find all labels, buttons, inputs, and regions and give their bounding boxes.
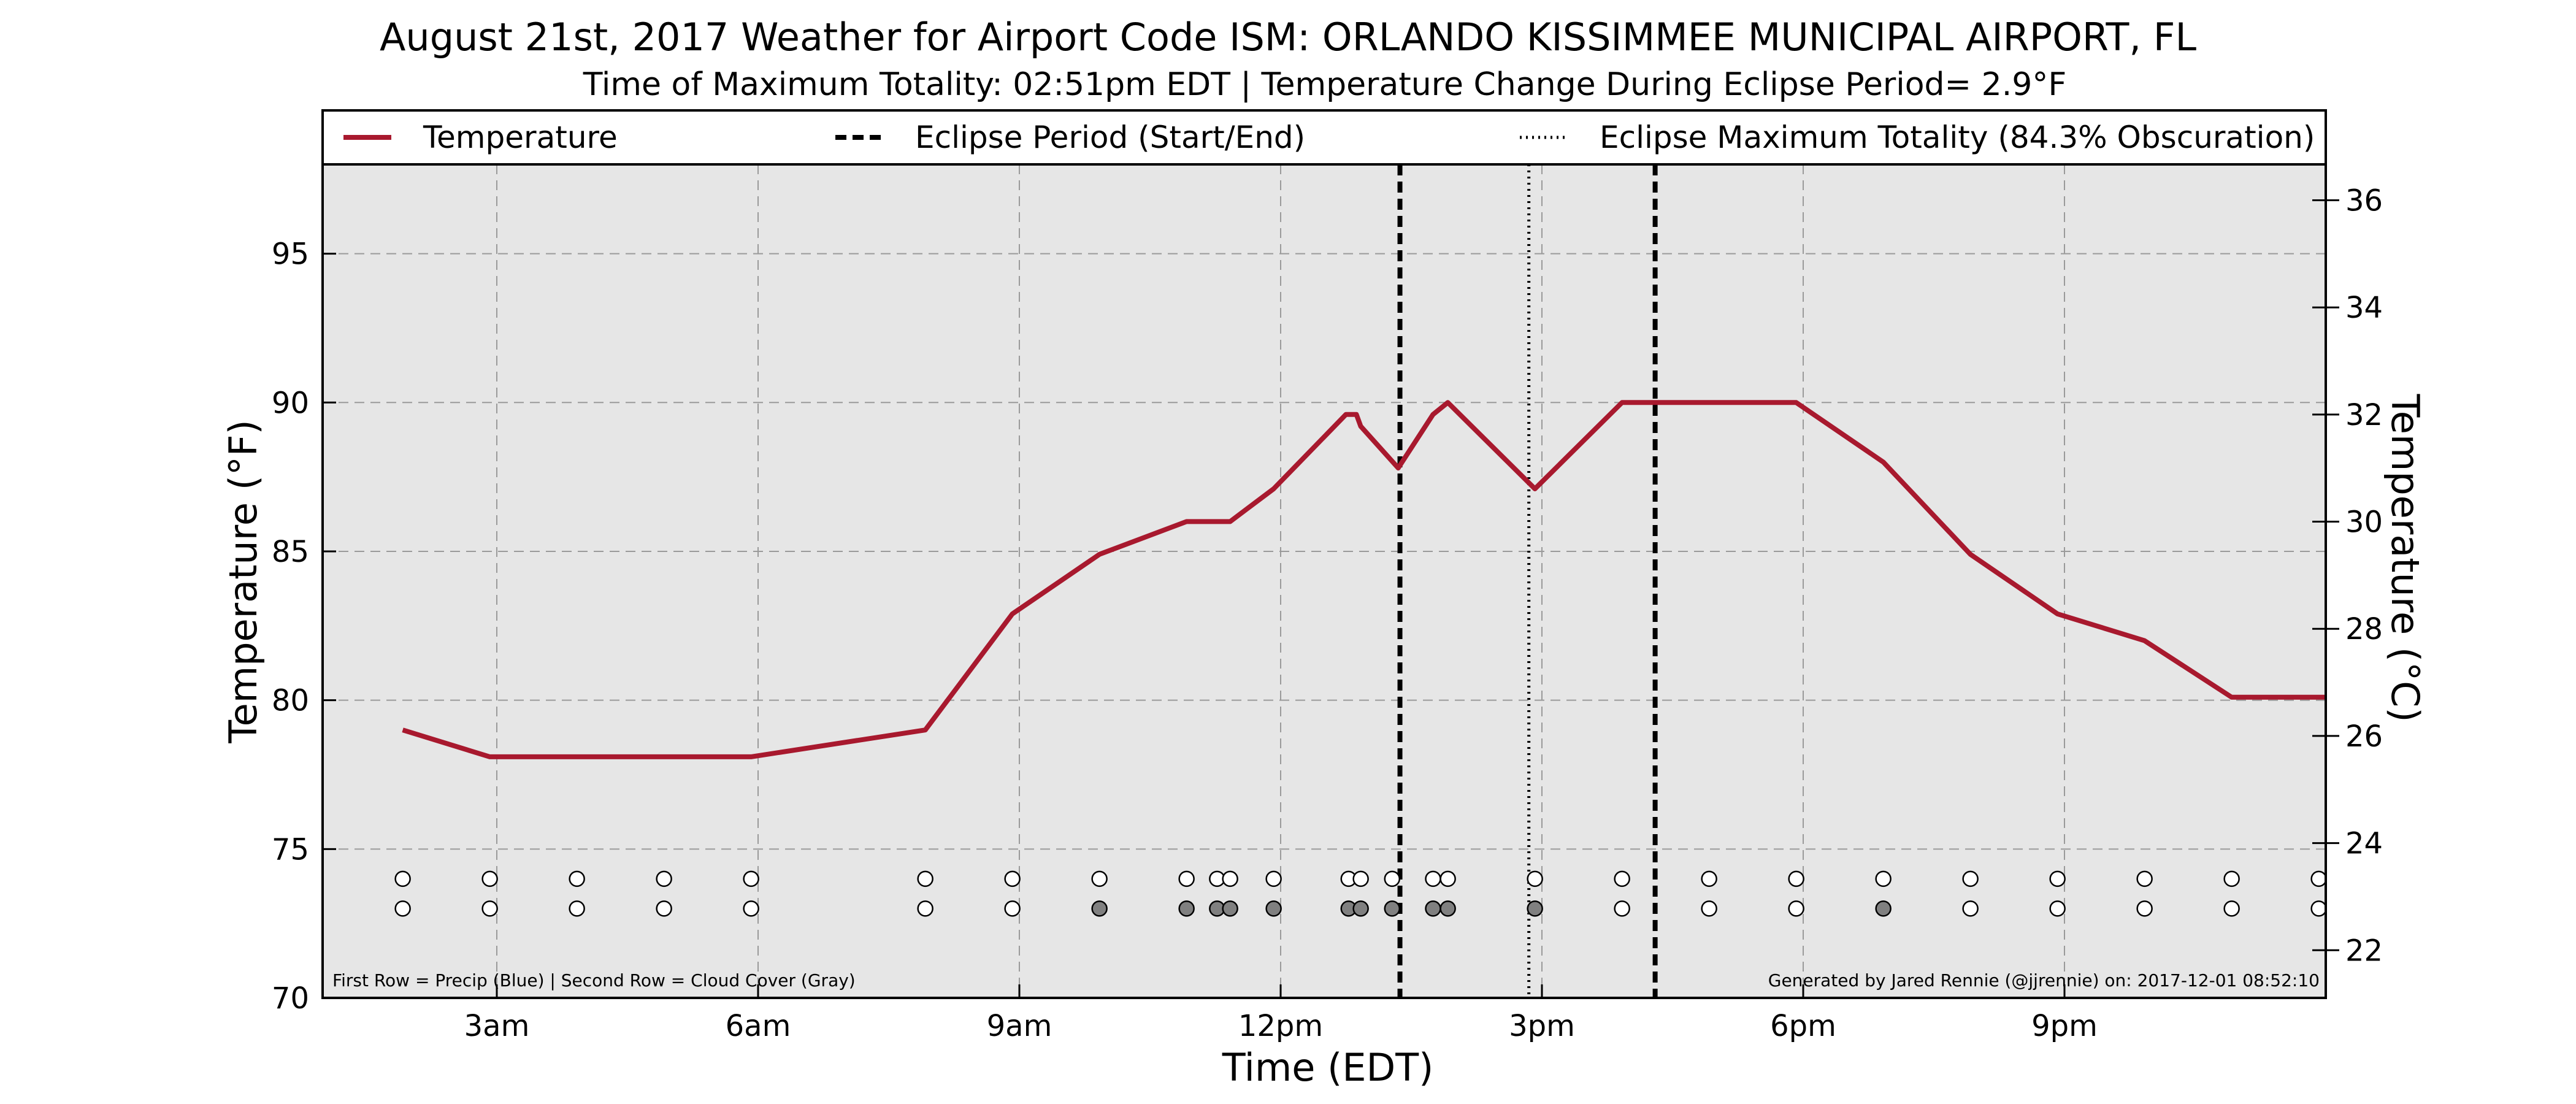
cloud-cover-marker <box>1788 900 1804 917</box>
legend-label: Eclipse Maximum Totality (84.3% Obscurat… <box>1600 120 2315 155</box>
cloud-cover-marker <box>1701 900 1717 917</box>
cloud-cover-marker <box>2049 900 2066 917</box>
precip-marker <box>1701 870 1717 887</box>
legend-label: Temperature <box>423 120 618 155</box>
precip-marker <box>1875 870 1892 887</box>
chart-subtitle: Time of Maximum Totality: 02:51pm EDT | … <box>583 66 2066 103</box>
precip-marker <box>394 870 411 887</box>
y-tick-label: 95 <box>272 237 309 272</box>
x-axis: 3am 6am 9am 12pm 3pm 6pm 9pm <box>464 984 2098 1043</box>
legend-label: Eclipse Period (Start/End) <box>915 120 1305 155</box>
y-axis-label-right: Temperature (°C) <box>2383 393 2428 722</box>
annotation-bottom-right: Generated by Jared Rennie (@jjrennie) on… <box>1768 970 2320 991</box>
precip-marker <box>1265 870 1282 887</box>
cloud-cover-marker <box>743 900 759 917</box>
y-tick-label: 80 <box>272 684 309 718</box>
precip-marker <box>1439 870 1456 887</box>
precip-marker <box>1352 870 1369 887</box>
precip-marker <box>1004 870 1021 887</box>
precip-marker <box>1962 870 1979 887</box>
precip-marker <box>2136 870 2153 887</box>
precip-marker <box>481 870 498 887</box>
precip-marker <box>1222 870 1238 887</box>
temperature-line <box>402 400 2326 759</box>
precip-marker <box>917 870 933 887</box>
x-axis-label: Time (EDT) <box>1222 1045 1434 1090</box>
y-tick-label: 70 <box>272 981 309 1016</box>
x-tick-label: 9pm <box>2031 1009 2098 1043</box>
precip-marker <box>1788 870 1804 887</box>
y-right-tick-label: 22 <box>2345 933 2383 968</box>
plot-area <box>323 164 2326 998</box>
y-tick-label: 90 <box>272 386 309 420</box>
grid-lines <box>323 164 2326 998</box>
precip-marker <box>1091 870 1108 887</box>
precip-marker <box>1178 870 1195 887</box>
x-tick-label: 12pm <box>1238 1009 1323 1043</box>
cloud-cover-marker <box>1091 900 1108 917</box>
cloud-cover-marker <box>481 900 498 917</box>
y-right-tick-label: 36 <box>2345 184 2383 218</box>
precip-marker <box>2223 870 2240 887</box>
cloud-cover-marker <box>1265 900 1282 917</box>
y-right-tick-label: 26 <box>2345 719 2383 754</box>
y-axis-left: 70 75 80 85 90 95 <box>272 237 336 1016</box>
annotation-bottom-left: First Row = Precip (Blue) | Second Row =… <box>332 970 856 991</box>
cloud-cover-marker <box>2223 900 2240 917</box>
cloud-cover-marker <box>1384 900 1401 917</box>
cloud-cover-marker <box>394 900 411 917</box>
precip-marker <box>1425 870 1441 887</box>
cloud-cover-marker <box>2310 900 2327 917</box>
y-right-tick-label: 28 <box>2345 612 2383 646</box>
cloud-cover-marker <box>1527 900 1543 917</box>
cloud-cover-marker <box>1614 900 1630 917</box>
precip-marker <box>569 870 585 887</box>
cloud-cover-marker <box>1439 900 1456 917</box>
x-tick-label: 9am <box>987 1009 1052 1043</box>
precip-marker <box>743 870 759 887</box>
y-right-tick-label: 24 <box>2345 827 2383 861</box>
x-tick-label: 3am <box>464 1009 530 1043</box>
cloud-cover-marker <box>1962 900 1979 917</box>
y-tick-label: 75 <box>272 832 309 867</box>
precip-marker <box>1614 870 1630 887</box>
x-tick-label: 6pm <box>1770 1009 1836 1043</box>
eclipse-lines <box>1397 164 1658 998</box>
y-right-tick-label: 32 <box>2345 398 2383 432</box>
cloud-cover-marker <box>1875 900 1892 917</box>
marker-rows <box>394 870 2327 917</box>
precip-marker <box>1527 870 1543 887</box>
series-group <box>402 400 2326 759</box>
precip-marker <box>656 870 672 887</box>
cloud-cover-marker <box>656 900 672 917</box>
cloud-cover-marker <box>917 900 933 917</box>
y-axis-right: 22 24 26 28 30 32 34 36 <box>2312 184 2383 968</box>
precip-marker <box>2049 870 2066 887</box>
chart-title: August 21st, 2017 Weather for Airport Co… <box>380 15 2196 59</box>
cloud-cover-marker <box>1352 900 1369 917</box>
cloud-cover-marker <box>1178 900 1195 917</box>
cloud-cover-marker <box>1425 900 1441 917</box>
x-tick-label: 6am <box>726 1009 791 1043</box>
legend: Temperature Eclipse Period (Start/End) Ecl… <box>321 109 2327 166</box>
precip-marker <box>2310 870 2327 887</box>
legend-box <box>321 109 2327 166</box>
cloud-cover-marker <box>1222 900 1238 917</box>
y-right-tick-label: 30 <box>2345 505 2383 540</box>
cloud-cover-marker <box>569 900 585 917</box>
cloud-cover-marker <box>1004 900 1021 917</box>
y-axis-label-left: Temperature (°F) <box>221 420 266 743</box>
precip-marker <box>1384 870 1401 887</box>
y-right-tick-label: 34 <box>2345 291 2383 325</box>
cloud-cover-marker <box>2136 900 2153 917</box>
x-tick-label: 3pm <box>1509 1009 1575 1043</box>
y-tick-label: 85 <box>272 535 309 569</box>
